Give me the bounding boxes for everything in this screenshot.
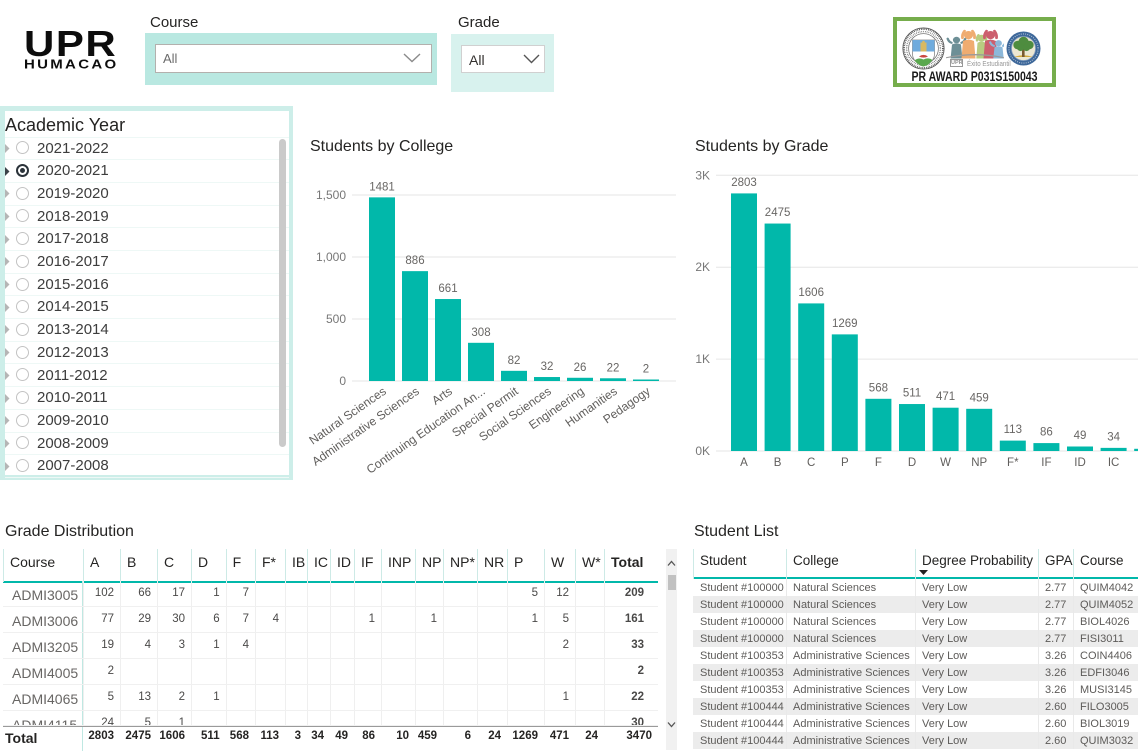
svg-text:459: 459 xyxy=(970,392,989,404)
svg-text:1K: 1K xyxy=(695,352,710,366)
svg-text:886: 886 xyxy=(405,255,424,267)
svg-text:2803: 2803 xyxy=(731,177,757,189)
svg-text:82: 82 xyxy=(508,355,521,367)
svg-text:32: 32 xyxy=(541,361,554,373)
svg-text:W: W xyxy=(940,457,951,469)
svg-text:1,500: 1,500 xyxy=(316,188,346,202)
svg-text:2K: 2K xyxy=(695,260,710,274)
svg-text:500: 500 xyxy=(326,312,346,326)
svg-text:661: 661 xyxy=(438,283,457,295)
svg-text:B: B xyxy=(774,457,782,469)
svg-text:0K: 0K xyxy=(695,444,710,458)
svg-text:26: 26 xyxy=(574,362,587,374)
svg-text:49: 49 xyxy=(1074,430,1087,442)
svg-text:2475: 2475 xyxy=(765,207,791,219)
svg-text:2: 2 xyxy=(643,364,649,376)
svg-text:F*: F* xyxy=(1007,457,1019,469)
svg-text:0: 0 xyxy=(339,374,346,388)
svg-text:C: C xyxy=(807,457,815,469)
svg-text:308: 308 xyxy=(471,327,490,339)
svg-text:1,000: 1,000 xyxy=(316,250,346,264)
svg-text:IF: IF xyxy=(1041,457,1051,469)
svg-text:1481: 1481 xyxy=(369,181,395,193)
svg-text:1269: 1269 xyxy=(832,318,858,330)
svg-text:A: A xyxy=(740,457,748,469)
svg-text:22: 22 xyxy=(607,362,620,374)
svg-text:IC: IC xyxy=(1108,457,1120,469)
svg-text:NP: NP xyxy=(971,457,987,469)
svg-text:34: 34 xyxy=(1107,431,1120,443)
svg-text:1606: 1606 xyxy=(798,287,824,299)
svg-text:471: 471 xyxy=(936,391,955,403)
svg-text:3K: 3K xyxy=(695,168,710,182)
svg-text:113: 113 xyxy=(1004,424,1022,436)
svg-text:568: 568 xyxy=(869,382,888,394)
svg-text:D: D xyxy=(908,457,916,469)
svg-text:511: 511 xyxy=(903,388,921,400)
svg-text:ID: ID xyxy=(1074,457,1086,469)
svg-text:P: P xyxy=(841,457,849,469)
svg-text:86: 86 xyxy=(1040,427,1053,439)
svg-text:F: F xyxy=(875,457,882,469)
